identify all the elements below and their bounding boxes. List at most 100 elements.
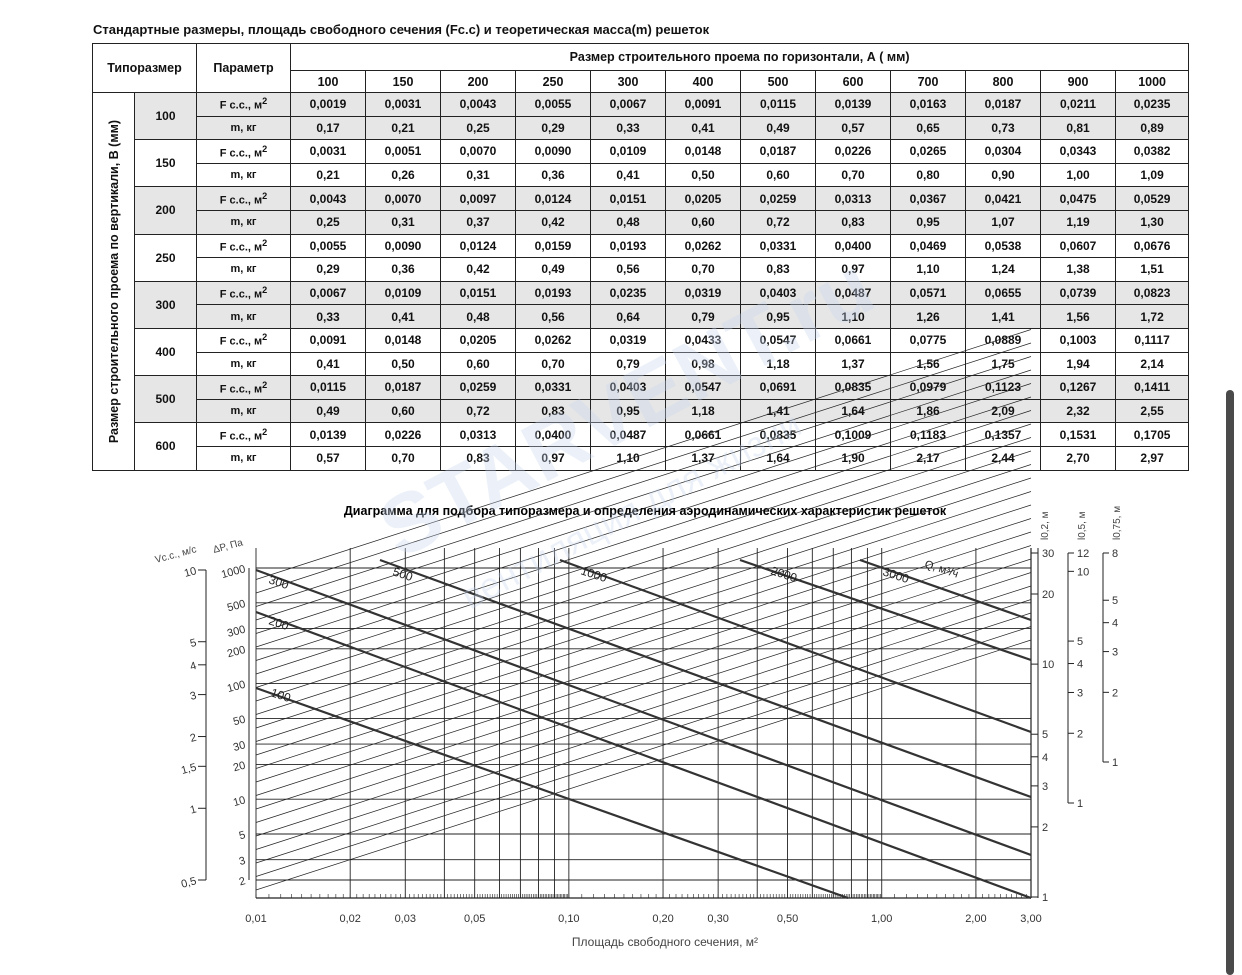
velocity-axis-label: Vc.c., м/с (154, 544, 198, 566)
width-header-800: 800 (965, 70, 1042, 93)
mass-value-cell: 0,57 (815, 115, 892, 141)
mass-value-cell: 1,24 (965, 257, 1042, 282)
pressure-tick-label: 500 (226, 598, 247, 614)
area-value-cell: 0,0571 (890, 280, 967, 306)
flow-line (255, 686, 849, 900)
param-label-mass: m, кг (196, 398, 292, 424)
mass-value-cell: 0,49 (515, 257, 592, 282)
scrollbar[interactable] (1226, 390, 1234, 975)
area-value-cell: 0,0331 (740, 233, 817, 259)
pressure-tick-label: 300 (226, 624, 247, 640)
mass-value-cell: 0,70 (665, 257, 742, 282)
row-size-400: 400 (133, 327, 198, 377)
l02-tick-label: 1 (1042, 892, 1048, 904)
pressure-tick-label: 50 (232, 714, 247, 729)
mass-value-cell: 0,79 (665, 304, 742, 329)
width-header-400: 400 (665, 70, 742, 93)
area-value-cell: 0,0043 (440, 92, 517, 117)
velocity-line (255, 410, 1032, 661)
mass-value-cell: 1,51 (1115, 257, 1190, 282)
width-header-700: 700 (890, 70, 967, 93)
pressure-tick-label: 10 (232, 794, 247, 809)
col-header-parameter: Параметр (196, 43, 292, 93)
velocity-line (255, 383, 1032, 634)
mass-value-cell: 0,48 (440, 304, 517, 329)
area-value-cell: 0,0163 (890, 92, 967, 117)
area-value-cell: 0,0262 (665, 233, 742, 259)
l05-tick-label: 3 (1077, 687, 1083, 699)
area-value-cell: 0,0090 (365, 233, 442, 259)
area-value-cell: 0,0835 (740, 422, 817, 447)
mass-value-cell: 0,33 (290, 304, 367, 329)
area-value-cell: 0,1183 (890, 422, 967, 447)
mass-value-cell: 0,60 (440, 351, 517, 377)
x-tick-label: 0,05 (464, 913, 485, 925)
area-value-cell: 0,0487 (815, 280, 892, 306)
mass-value-cell: 1,09 (1115, 162, 1190, 188)
velocity-line (255, 585, 1032, 837)
area-value-cell: 0,0031 (365, 92, 442, 117)
mass-value-cell: 0,29 (290, 257, 367, 282)
mass-value-cell: 2,70 (1040, 445, 1117, 471)
width-header-250: 250 (515, 70, 592, 93)
width-header-600: 600 (815, 70, 892, 93)
mass-value-cell: 0,50 (665, 162, 742, 188)
mass-value-cell: 0,97 (815, 257, 892, 282)
area-value-cell: 0,0055 (290, 233, 367, 259)
area-value-cell: 0,0775 (890, 327, 967, 353)
row-size-150: 150 (133, 139, 198, 188)
width-header-1000: 1000 (1115, 70, 1190, 93)
area-value-cell: 0,0115 (740, 92, 817, 117)
mass-value-cell: 0,29 (515, 115, 592, 141)
mass-value-cell: 0,31 (365, 209, 442, 235)
x-tick-label: 0,03 (395, 913, 416, 925)
l02-tick-label: 20 (1042, 589, 1054, 601)
mass-value-cell: 0,41 (665, 115, 742, 141)
x-tick-label: 0,02 (339, 913, 360, 925)
velocity-tick-label: 4 (189, 660, 198, 673)
pressure-tick-label: 200 (226, 644, 247, 660)
mass-value-cell: 1,26 (890, 304, 967, 329)
flow-line (255, 610, 1032, 900)
area-value-cell: 0,0055 (515, 92, 592, 117)
x-tick-label: 0,20 (652, 913, 673, 925)
velocity-line (255, 545, 1032, 796)
mass-value-cell: 1,94 (1040, 351, 1117, 377)
area-value-cell: 0,0067 (290, 280, 367, 306)
param-label-mass: m, кг (196, 257, 292, 282)
velocity-line (255, 558, 1032, 810)
flow-line (559, 558, 1032, 734)
param-label-area: F c.c., м2 (196, 92, 292, 117)
area-value-cell: 0,0226 (365, 422, 442, 447)
area-value-cell: 0,0051 (365, 139, 442, 164)
area-value-cell: 0,0691 (740, 375, 817, 400)
area-value-cell: 0,0067 (590, 92, 667, 117)
area-value-cell: 0,0211 (1040, 92, 1117, 117)
width-header-200: 200 (440, 70, 517, 93)
flow-line (255, 568, 1032, 857)
area-value-cell: 0,0151 (590, 186, 667, 211)
velocity-line (255, 491, 1032, 742)
mass-value-cell: 0,72 (440, 398, 517, 424)
mass-value-cell: 1,38 (1040, 257, 1117, 282)
area-value-cell: 0,0661 (815, 327, 892, 353)
mass-value-cell: 2,97 (1115, 445, 1190, 471)
area-value-cell: 0,0547 (665, 375, 742, 400)
area-value-cell: 0,0547 (740, 327, 817, 353)
flow-label-500: 500 (391, 565, 415, 585)
l075-tick-label: 2 (1112, 687, 1118, 699)
pressure-tick-label: 2 (238, 875, 247, 888)
mass-value-cell: 0,60 (740, 162, 817, 188)
row-size-600: 600 (133, 422, 198, 471)
area-value-cell: 0,0979 (890, 375, 967, 400)
width-header-500: 500 (740, 70, 817, 93)
area-value-cell: 0,1357 (965, 422, 1042, 447)
mass-value-cell: 0,95 (740, 304, 817, 329)
l02-axis-label: l0,2, м (1040, 511, 1051, 540)
area-value-cell: 0,1267 (1040, 375, 1117, 400)
area-value-cell: 0,0193 (590, 233, 667, 259)
area-value-cell: 0,0400 (515, 422, 592, 447)
mass-value-cell: 2,32 (1040, 398, 1117, 424)
flow-label-200: 200 (267, 614, 291, 634)
mass-value-cell: 2,17 (890, 445, 967, 471)
